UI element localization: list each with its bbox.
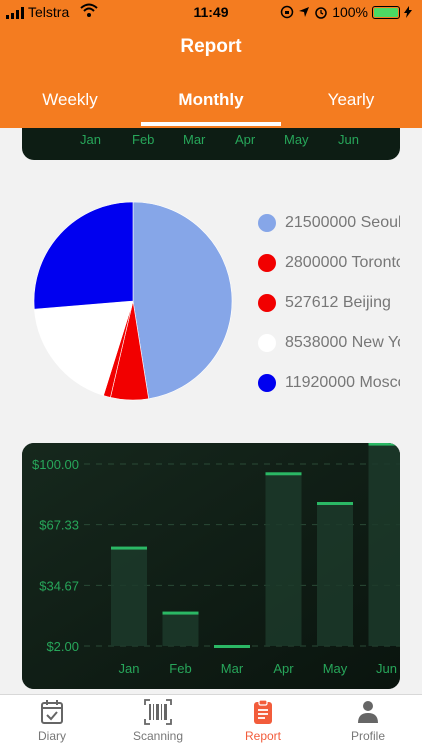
pie-chart-section: [0, 170, 422, 430]
alarm-icon: [315, 7, 327, 19]
barcode-icon: [144, 699, 172, 725]
pie-legend: 21500000 Seoul 2800000 Toronto 527612 Beij…: [256, 212, 400, 412]
tabbar-item-scanning[interactable]: Scanning: [113, 699, 203, 743]
carrier-label: Telstra: [28, 4, 70, 20]
legend-swatch: [258, 254, 276, 272]
legend-item: 2800000 Toronto: [256, 252, 400, 292]
bar: [162, 612, 199, 646]
bar: [368, 443, 400, 646]
legend-label: 8538000 New York: [285, 334, 400, 351]
legend-item: 21500000 Seoul: [256, 212, 400, 252]
y-tick-label: $34.67: [39, 578, 79, 593]
pie-chart: [33, 201, 233, 401]
x-tick-label: Jan: [119, 661, 140, 676]
tabbar-item-profile[interactable]: Profile: [323, 699, 413, 743]
tabbar-label: Diary: [37, 729, 66, 743]
bar-cap: [368, 443, 400, 446]
x-tick-label: Feb: [169, 661, 191, 676]
legend-label: 527612 Beijing: [285, 294, 391, 311]
legend-item: 8538000 New York: [256, 332, 400, 372]
month-label: May: [284, 132, 309, 147]
bar-chart-card: $100.00 $67.33 $34.67 $2.00 Jan Feb Mar Apr May J…: [22, 443, 400, 689]
month-label: Apr: [235, 132, 256, 147]
tabbar-item-report[interactable]: Report: [218, 699, 308, 743]
battery-icon: [372, 5, 400, 19]
wifi-icon: [80, 3, 98, 17]
legend-swatch: [258, 374, 276, 392]
x-tick-label: Jun: [376, 661, 397, 676]
charging-icon: [404, 6, 412, 18]
tabbar-item-diary[interactable]: Diary: [7, 699, 97, 743]
clock: 11:49: [193, 4, 229, 20]
status-bar: Telstra 11:49 100%: [0, 0, 422, 26]
bar-cap: [214, 645, 250, 648]
person-icon: [358, 701, 378, 723]
pie-slice: [34, 300, 134, 396]
legend-label: 2800000 Toronto: [285, 254, 400, 271]
clipboard-icon: [254, 699, 272, 724]
pie-slice: [33, 201, 134, 310]
month-label: Jan: [80, 132, 101, 147]
month-label: Mar: [183, 132, 206, 147]
calendar-check-icon: [41, 700, 63, 724]
tabbar-label: Report: [244, 729, 282, 743]
bar: [265, 473, 302, 646]
month-label: Jun: [338, 132, 359, 147]
bar-chart: $100.00 $67.33 $34.67 $2.00 Jan Feb Mar Apr May J…: [22, 443, 400, 689]
x-tick-label: Mar: [221, 661, 244, 676]
y-tick-label: $100.00: [32, 457, 79, 472]
rotation-lock-icon: [280, 5, 294, 19]
month-label: Feb: [132, 132, 155, 147]
x-tick-label: May: [323, 661, 348, 676]
bar-cap: [111, 546, 147, 550]
y-tick-label: $2.00: [46, 639, 79, 654]
battery-percent: 100%: [332, 4, 368, 20]
page-title: Report: [180, 36, 242, 57]
bottom-tab-bar: Diary Scanning Report Profile: [0, 694, 422, 749]
header-bar: Telstra 11:49 100% Report: [0, 0, 422, 128]
bar-cap: [317, 502, 353, 505]
legend-swatch: [258, 214, 276, 232]
top-chart-card: Jan Feb Mar Apr May Jun: [22, 128, 400, 160]
legend-item: 11920000 Moscow: [256, 372, 400, 412]
tabbar-label: Profile: [350, 729, 385, 743]
legend-label: 11920000 Moscow: [285, 374, 400, 391]
pie-slice: [132, 201, 233, 400]
tab-monthly[interactable]: Monthly: [178, 90, 244, 109]
legend-label: 21500000 Seoul: [285, 214, 400, 231]
tab-yearly[interactable]: Yearly: [327, 90, 375, 109]
bar: [317, 503, 353, 646]
tab-weekly[interactable]: Weekly: [42, 90, 98, 109]
period-tabs: Weekly Monthly Yearly: [0, 86, 422, 128]
tabbar-label: Scanning: [132, 729, 184, 743]
legend-swatch: [258, 334, 276, 352]
legend-item: 527612 Beijing: [256, 292, 400, 332]
bar-cap: [162, 611, 199, 615]
x-tick-label: Apr: [273, 661, 294, 676]
bar: [111, 547, 147, 646]
signal-icon: [6, 7, 24, 19]
tab-indicator: [141, 122, 281, 126]
bar-cap: [265, 472, 302, 476]
legend-swatch: [258, 294, 276, 312]
location-icon: [299, 7, 310, 17]
y-tick-label: $67.33: [39, 518, 79, 533]
